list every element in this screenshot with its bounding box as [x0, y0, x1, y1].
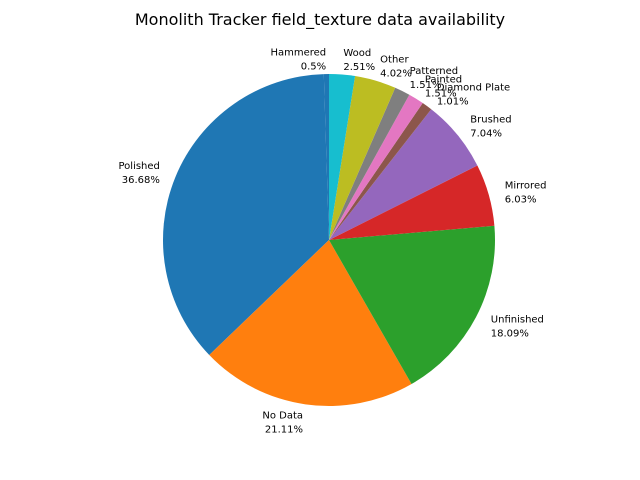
slice-label-percent: 4.02% [380, 69, 412, 80]
pie-slice-patterned [329, 87, 410, 240]
slice-label-name: Brushed [470, 114, 511, 125]
pie-slices [163, 74, 495, 406]
slice-label-mirrored: Mirrored 6.03% [505, 180, 547, 205]
slice-label-name: Other [380, 55, 409, 66]
pie-slice-no-data [209, 240, 412, 406]
pie-slice-painted [329, 94, 423, 240]
pie-slice-diamond-plate [329, 102, 432, 241]
slice-label-polished: Polished 36.68% [119, 161, 160, 186]
slice-label-percent: 21.11% [265, 425, 303, 436]
slice-label-percent: 7.04% [470, 128, 502, 139]
pie-slice-unfinished [329, 225, 495, 385]
slice-label-name: No Data [262, 411, 303, 422]
slice-label-percent: 6.03% [505, 194, 537, 205]
pie-slice-wood [329, 74, 356, 240]
slice-label-percent: 1.51% [425, 89, 457, 100]
pie-slice-polished [163, 74, 329, 355]
pie-labels: Hammered 0.5% Polished 36.68% No Data 21.11% U… [119, 47, 547, 435]
slice-label-painted: Painted 1.51% [425, 75, 462, 100]
slice-label-percent: 18.09% [491, 329, 529, 340]
slice-label-percent: 0.5% [301, 61, 326, 72]
slice-label-diamond-plate: Diamond Plate 1.01% [437, 83, 510, 108]
slice-label-percent: 1.01% [437, 97, 469, 108]
slice-label-name: Painted [425, 75, 462, 86]
slice-label-wood: Wood 2.51% [343, 48, 375, 73]
slice-label-percent: 1.51% [410, 80, 442, 91]
slice-label-other: Other 4.02% [380, 55, 412, 80]
slice-label-no-data: No Data 21.11% [262, 411, 303, 436]
pie-slice-other [329, 76, 396, 241]
slice-label-brushed: Brushed 7.04% [470, 114, 511, 139]
slice-label-name: Diamond Plate [437, 83, 510, 94]
slice-label-name: Unfinished [491, 315, 544, 326]
pie-slice-mirrored [329, 165, 495, 240]
slice-label-unfinished: Unfinished 18.09% [491, 315, 544, 340]
chart-title: Monolith Tracker field_texture data avai… [135, 10, 505, 30]
slice-label-percent: 2.51% [343, 62, 375, 73]
slice-label-name: Patterned [410, 66, 458, 77]
slice-label-patterned: Patterned 1.51% [410, 66, 458, 91]
slice-label-percent: 36.68% [122, 175, 160, 186]
pie-slice-brushed [329, 109, 478, 240]
slice-label-hammered: Hammered 0.5% [270, 47, 326, 72]
slice-label-name: Wood [343, 48, 371, 59]
slice-label-name: Mirrored [505, 180, 547, 191]
pie-slice-hammered [323, 74, 329, 240]
slice-label-name: Hammered [270, 47, 326, 58]
slice-label-name: Polished [119, 161, 160, 172]
